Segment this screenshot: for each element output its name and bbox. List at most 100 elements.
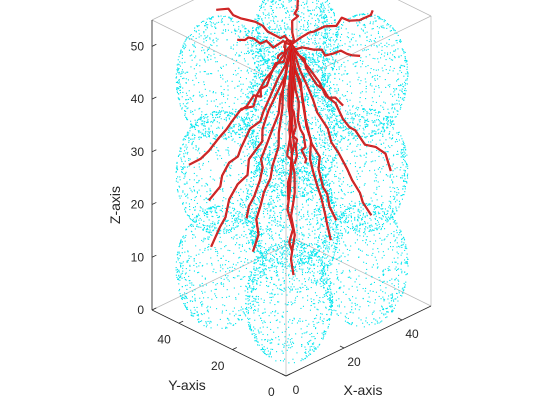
cloud-point xyxy=(320,167,322,169)
cloud-point xyxy=(238,218,240,220)
cloud-point xyxy=(320,280,322,282)
cloud-point xyxy=(317,271,319,273)
cloud-point xyxy=(246,242,248,244)
cloud-point xyxy=(182,168,184,170)
cloud-point xyxy=(249,295,251,297)
cloud-point xyxy=(322,164,324,166)
cloud-point xyxy=(191,312,193,314)
cloud-point xyxy=(381,320,383,322)
cloud-point xyxy=(306,224,308,226)
cloud-point xyxy=(403,289,405,291)
cloud-point xyxy=(314,194,316,196)
cloud-point xyxy=(239,218,241,220)
cloud-point xyxy=(216,206,218,208)
cloud-point xyxy=(345,231,347,233)
cloud-point xyxy=(218,232,220,234)
cloud-point xyxy=(315,175,317,177)
cloud-point xyxy=(299,177,301,179)
cloud-point xyxy=(303,243,305,245)
cloud-point xyxy=(221,310,223,312)
cloud-point xyxy=(301,333,303,335)
cloud-point xyxy=(321,242,323,244)
cloud-point xyxy=(281,293,283,295)
cloud-point xyxy=(257,310,259,312)
cloud-point xyxy=(269,321,271,323)
cloud-point xyxy=(383,273,385,275)
cloud-point xyxy=(233,228,235,230)
cloud-point xyxy=(310,257,312,259)
cloud-point xyxy=(356,228,358,230)
cloud-point xyxy=(252,217,254,219)
cloud-point xyxy=(307,252,309,254)
cloud-point xyxy=(397,150,399,152)
cloud-point xyxy=(324,146,326,148)
cloud-point xyxy=(354,242,356,244)
cloud-point xyxy=(368,305,370,307)
cloud-point xyxy=(281,289,283,291)
cloud-point xyxy=(298,149,300,151)
cloud-point xyxy=(214,111,216,113)
cloud-point xyxy=(405,246,407,248)
cloud-point xyxy=(199,249,201,251)
cloud-point xyxy=(316,282,318,284)
cloud-point xyxy=(264,134,266,136)
cloud-point xyxy=(294,254,296,256)
cloud-point xyxy=(336,214,338,216)
cloud-point xyxy=(237,225,239,227)
cloud-point xyxy=(302,297,304,299)
cloud-point xyxy=(383,131,385,133)
cloud-point xyxy=(184,174,186,176)
cloud-point xyxy=(218,241,220,243)
cloud-point xyxy=(371,322,373,324)
cloud-point xyxy=(221,189,223,191)
cloud-point xyxy=(207,320,209,322)
cloud-point xyxy=(251,135,253,137)
cloud-point xyxy=(317,221,319,223)
cloud-point xyxy=(308,172,310,174)
cloud-point xyxy=(289,209,291,211)
cloud-point xyxy=(236,242,238,244)
cloud-point xyxy=(335,198,337,200)
cloud-point xyxy=(225,149,227,151)
cloud-point xyxy=(175,261,177,263)
cloud-point xyxy=(310,264,312,266)
cloud-point xyxy=(315,317,317,319)
cloud-point xyxy=(206,310,208,312)
cloud-point xyxy=(343,138,345,140)
cloud-point xyxy=(199,152,201,154)
cloud-point xyxy=(371,120,373,122)
cloud-point xyxy=(334,237,336,239)
cloud-point xyxy=(259,228,261,230)
cloud-point xyxy=(396,132,398,134)
cloud-point xyxy=(191,191,193,193)
cloud-point xyxy=(241,199,243,201)
cloud-point xyxy=(209,142,211,144)
cloud-point xyxy=(367,204,369,206)
cloud-point xyxy=(246,311,248,313)
cloud-point xyxy=(265,243,267,245)
cloud-point xyxy=(291,338,293,340)
cloud-point xyxy=(322,190,324,192)
cloud-point xyxy=(310,287,312,289)
cloud-point xyxy=(263,272,265,274)
cloud-point xyxy=(270,197,272,199)
cloud-point xyxy=(300,258,302,260)
cloud-point xyxy=(214,228,216,230)
cloud-point xyxy=(239,256,241,258)
cloud-point xyxy=(391,310,393,312)
cloud-point xyxy=(327,148,329,150)
cloud-point xyxy=(268,315,270,317)
cloud-point xyxy=(308,228,310,230)
cloud-point xyxy=(230,115,232,117)
cloud-point xyxy=(211,208,213,210)
cloud-point xyxy=(401,198,403,200)
cloud-point xyxy=(182,267,184,269)
cloud-point xyxy=(301,262,303,264)
cloud-point xyxy=(320,272,322,274)
cloud-point xyxy=(189,287,191,289)
cloud-point xyxy=(228,150,230,152)
cloud-point xyxy=(193,264,195,266)
cloud-point xyxy=(381,218,383,220)
cloud-point xyxy=(181,169,183,171)
cloud-point xyxy=(391,311,393,313)
